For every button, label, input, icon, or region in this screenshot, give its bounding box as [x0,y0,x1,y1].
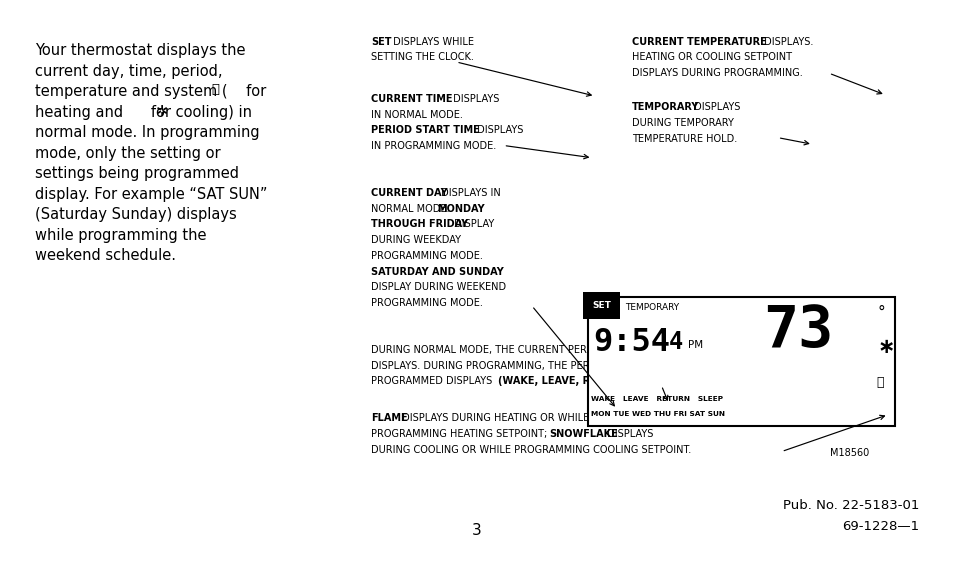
Text: IN NORMAL MODE.: IN NORMAL MODE. [371,110,462,119]
Text: weekend schedule.: weekend schedule. [35,248,176,263]
Text: DISPLAYS: DISPLAYS [690,102,740,112]
Text: temperature and system (    for: temperature and system ( for [35,84,266,100]
Text: 🔥: 🔥 [211,83,219,96]
Text: PROGRAMMING MODE.: PROGRAMMING MODE. [371,251,482,261]
Text: MON TUE WED THU FRI SAT SUN: MON TUE WED THU FRI SAT SUN [591,411,724,417]
Text: PM: PM [687,340,702,350]
Text: 🔥: 🔥 [876,376,883,389]
Text: DISPLAYS IN: DISPLAYS IN [437,188,500,198]
Text: heating and      for cooling) in: heating and for cooling) in [35,105,253,120]
Text: M18560: M18560 [829,448,868,458]
Text: CURRENT TEMPERATURE: CURRENT TEMPERATURE [632,36,766,47]
Text: DURING TEMPORARY: DURING TEMPORARY [632,118,733,128]
Text: TEMPORARY: TEMPORARY [625,303,679,312]
Text: 73: 73 [762,302,832,359]
Text: DISPLAYS DURING HEATING OR WHILE: DISPLAYS DURING HEATING OR WHILE [399,414,589,423]
Text: FLAME: FLAME [371,414,407,423]
Text: NORMAL MODE.: NORMAL MODE. [371,204,453,214]
Text: PROGRAMMING MODE.: PROGRAMMING MODE. [371,298,482,308]
Text: DISPLAYS: DISPLAYS [474,125,523,135]
Text: DURING COOLING OR WHILE PROGRAMMING COOLING SETPOINT.: DURING COOLING OR WHILE PROGRAMMING COOL… [371,445,691,455]
Text: 69-1228—1: 69-1228—1 [841,520,919,533]
Text: ✲: ✲ [155,104,168,119]
Text: PROGRAMMING HEATING SETPOINT;: PROGRAMMING HEATING SETPOINT; [371,429,550,439]
Text: mode, only the setting or: mode, only the setting or [35,146,221,160]
Text: IN PROGRAMMING MODE.: IN PROGRAMMING MODE. [371,141,496,151]
Text: SETTING THE CLOCK.: SETTING THE CLOCK. [371,52,474,63]
Text: DISPLAYS DURING PROGRAMMING.: DISPLAYS DURING PROGRAMMING. [632,68,802,78]
Text: DISPLAYS: DISPLAYS [603,429,653,439]
Text: (WAKE, LEAVE, RETURN OR SLEEP).: (WAKE, LEAVE, RETURN OR SLEEP). [497,377,691,386]
Text: ∗: ∗ [876,337,894,357]
Text: DISPLAYS: DISPLAYS [449,94,498,104]
Text: DURING NORMAL MODE, THE CURRENT PERIOD: DURING NORMAL MODE, THE CURRENT PERIOD [371,345,604,355]
Text: DISPLAYS WHILE: DISPLAYS WHILE [390,36,474,47]
Text: DISPLAYS.: DISPLAYS. [760,36,812,47]
Text: DURING WEEKDAY: DURING WEEKDAY [371,235,460,245]
Text: Your thermostat displays the: Your thermostat displays the [35,43,246,59]
Text: DISPLAY: DISPLAY [450,220,494,229]
Text: HEATING OR COOLING SETPOINT: HEATING OR COOLING SETPOINT [632,52,791,63]
Text: SATURDAY AND SUNDAY: SATURDAY AND SUNDAY [371,266,503,277]
Text: THROUGH FRIDAY: THROUGH FRIDAY [371,220,468,229]
Text: settings being programmed: settings being programmed [35,166,239,181]
Text: while programming the: while programming the [35,228,207,242]
Text: display. For example “SAT SUN”: display. For example “SAT SUN” [35,187,268,201]
Text: MONDAY: MONDAY [436,204,484,214]
Bar [587,298,894,426]
Text: 3: 3 [472,523,481,538]
Text: °: ° [876,305,884,320]
Text: DISPLAY DURING WEEKEND: DISPLAY DURING WEEKEND [371,282,506,292]
Text: SNOWFLAKE: SNOWFLAKE [548,429,617,439]
Text: SET: SET [371,36,391,47]
Text: normal mode. In programming: normal mode. In programming [35,125,260,141]
Text: (Saturday Sunday) displays: (Saturday Sunday) displays [35,207,237,222]
Text: PERIOD START TIME: PERIOD START TIME [371,125,479,135]
Text: 4: 4 [668,330,682,354]
Text: DISPLAYS. DURING PROGRAMMING, THE PERIOD BEING: DISPLAYS. DURING PROGRAMMING, THE PERIOD… [371,361,640,371]
Text: CURRENT TIME: CURRENT TIME [371,94,452,104]
Text: SET: SET [592,302,611,310]
Text: current day, time, period,: current day, time, period, [35,64,223,79]
Text: TEMPERATURE HOLD.: TEMPERATURE HOLD. [632,134,737,144]
Text: WAKE   LEAVE   RETURN   SLEEP: WAKE LEAVE RETURN SLEEP [591,395,722,402]
Text: 9:54: 9:54 [593,327,670,357]
Text: PROGRAMMED DISPLAYS: PROGRAMMED DISPLAYS [371,377,495,386]
Text: CURRENT DAY: CURRENT DAY [371,188,447,198]
Text: Pub. No. 22-5183-01: Pub. No. 22-5183-01 [782,498,919,512]
Text: TEMPORARY: TEMPORARY [632,102,699,112]
